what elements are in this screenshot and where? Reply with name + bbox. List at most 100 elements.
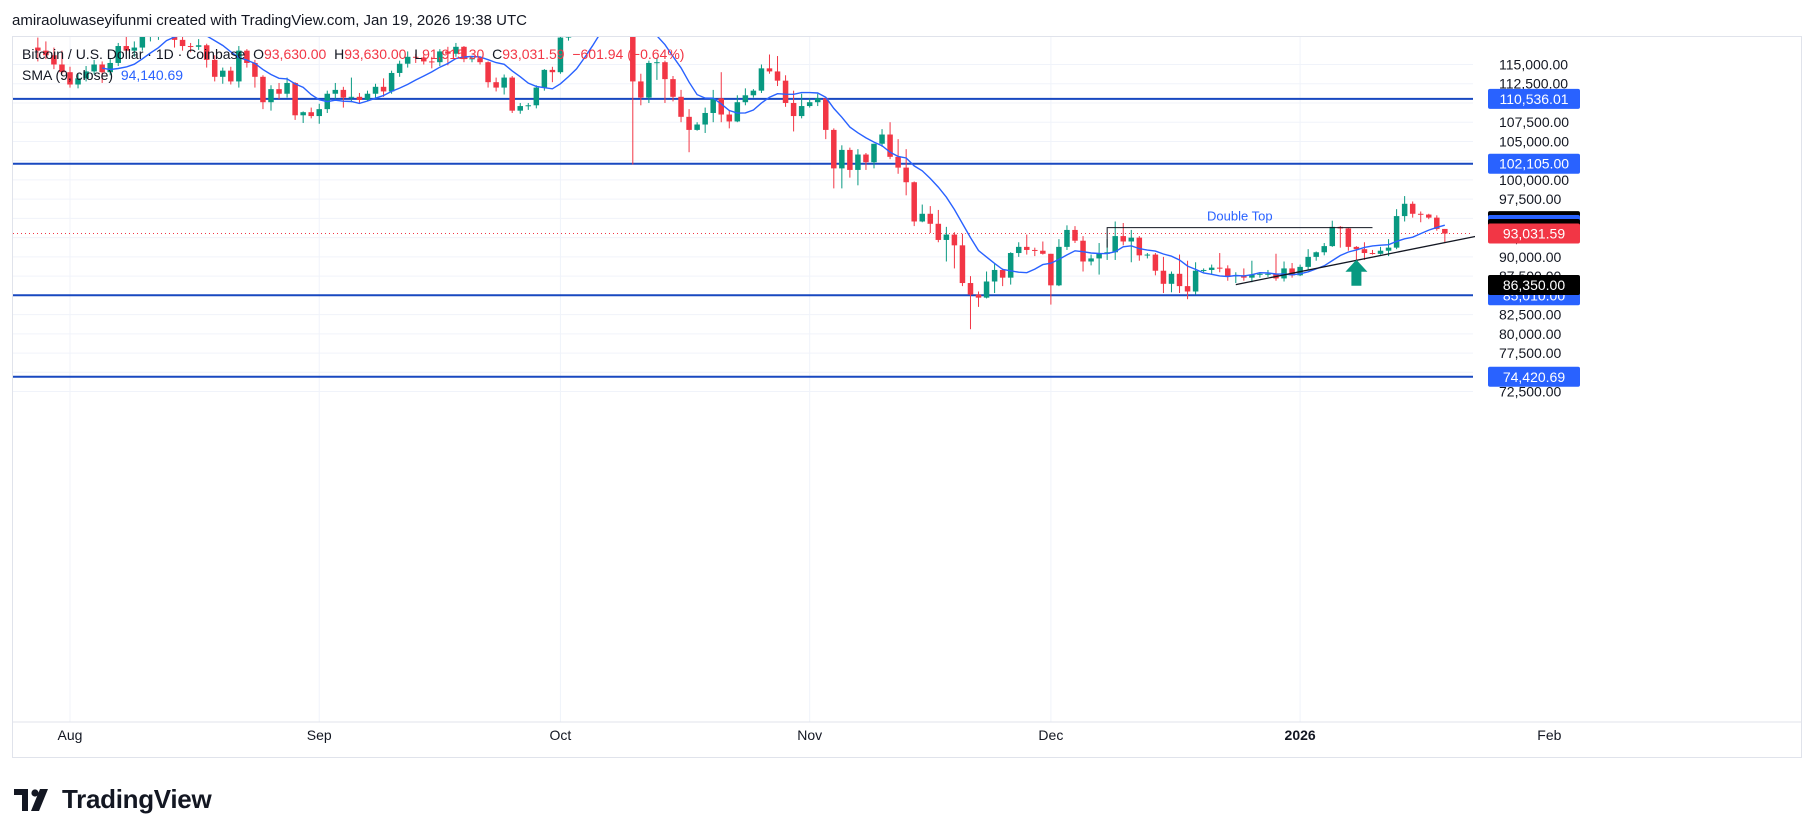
level-price-tag: 110,536.01 <box>1499 91 1568 107</box>
candle-body <box>421 57 427 62</box>
candle-body <box>195 45 202 47</box>
candle-body <box>975 294 982 298</box>
price-axis: 72,500.0075,000.0077,500.0080,000.0082,5… <box>1475 37 1801 722</box>
candle-body <box>758 68 765 91</box>
candle-body <box>983 281 990 298</box>
candle-body <box>694 124 700 130</box>
candle-body <box>260 76 266 103</box>
candle-body <box>1088 258 1094 262</box>
candle-body <box>1096 253 1102 259</box>
candle-body <box>308 112 314 117</box>
candle-body <box>1168 273 1175 284</box>
candle-body <box>1200 269 1207 271</box>
annotations: Double Top <box>1106 145 1537 286</box>
candle-body <box>59 64 65 73</box>
candle-body <box>51 55 57 65</box>
price-tick-label: 97,500.00 <box>1499 191 1561 207</box>
level-price-tag: 102,105.00 <box>1499 156 1569 172</box>
time-axis: Aug Sep Oct Nov Dec 2026 Feb <box>13 721 1801 743</box>
level-price-tag-bg <box>1488 366 1580 387</box>
candle-body <box>1120 236 1126 242</box>
candle-body <box>316 109 322 117</box>
candle-body <box>501 77 507 88</box>
candle-body <box>565 37 572 38</box>
candle-body <box>187 46 194 48</box>
candle-body <box>1409 203 1416 214</box>
candle-body <box>871 143 877 163</box>
candle-body <box>372 86 379 94</box>
legend-sma-value: 94,140.69 <box>120 67 184 83</box>
candle-body <box>1442 228 1448 234</box>
candle-body <box>1434 217 1440 229</box>
time-tick-label: Sep <box>307 727 332 743</box>
chart-frame[interactable]: Double Top 72,500.0075,000.0077,500.0080… <box>12 36 1802 758</box>
candle-body <box>831 129 837 169</box>
candle-body <box>1249 274 1255 278</box>
candle-body <box>485 62 491 83</box>
candle-body <box>437 51 443 63</box>
candle-body <box>1064 229 1070 247</box>
candle-body <box>750 90 757 96</box>
candle-body <box>115 46 121 63</box>
price-tick-label: 105,000.00 <box>1499 133 1569 149</box>
candle-body <box>766 68 773 72</box>
candle-body <box>131 47 138 51</box>
candle-body <box>702 112 708 125</box>
price-tick-label: 115,000.00 <box>1499 57 1568 73</box>
candle-body <box>396 63 403 73</box>
legend-high-key: H <box>334 46 345 62</box>
candle-body <box>35 47 41 51</box>
candle-body <box>139 37 146 48</box>
candle-body <box>927 213 934 224</box>
candle-body <box>1265 273 1271 275</box>
candle-body <box>252 62 258 77</box>
candle-body <box>453 46 459 54</box>
candle-body <box>203 45 210 60</box>
candle-body <box>1152 254 1159 271</box>
legend-sma-label[interactable]: SMA (9, close) <box>22 67 114 83</box>
candle-body <box>364 93 371 100</box>
legend-change: −601.94 (−0.64%) <box>572 46 685 62</box>
level-price-tag: 74,420.69 <box>1503 369 1565 385</box>
candlesticks <box>35 37 1448 330</box>
candle-body <box>823 98 829 130</box>
candle-body <box>276 89 282 94</box>
candle-body <box>1401 203 1408 217</box>
candle-body <box>123 46 130 51</box>
candle-body <box>1160 270 1167 284</box>
candle-body <box>1024 246 1030 250</box>
candle-body <box>1305 256 1311 267</box>
legend-low-key: L <box>414 46 423 62</box>
double-top-label: Double Top <box>1207 209 1273 224</box>
candle-body <box>445 51 451 54</box>
candle-body <box>284 82 290 94</box>
candle-body <box>863 154 869 163</box>
candle-body <box>1369 253 1376 255</box>
candle-body <box>951 234 958 246</box>
candle-body <box>67 72 73 85</box>
candle-body <box>710 98 716 113</box>
sma-line <box>102 37 1445 278</box>
legend-low: 91,915.30 <box>422 46 485 62</box>
candle-body <box>967 283 974 295</box>
tradingview-logo[interactable]: TradingView <box>14 784 212 815</box>
candle-body <box>1385 247 1392 251</box>
candle-body <box>839 149 845 169</box>
candle-body <box>517 106 523 111</box>
tradingview-logo-icon <box>14 788 48 811</box>
candle-body <box>533 87 540 106</box>
candle-body <box>43 50 49 56</box>
candle-body <box>790 102 797 117</box>
double-top-bracket <box>1106 227 1373 248</box>
candle-body <box>292 82 298 116</box>
candle-body <box>244 50 250 63</box>
candle-body <box>340 89 347 98</box>
price-tick-label: 82,500.00 <box>1499 307 1561 323</box>
candle-body <box>388 72 395 92</box>
price-chart[interactable]: Double Top 72,500.0075,000.0077,500.0080… <box>13 37 1801 757</box>
candle-body <box>509 77 515 111</box>
legend-symbol[interactable]: Bitcoin / U.S. Dollar · 1D · Coinbase <box>22 46 246 62</box>
candle-body <box>855 154 861 170</box>
candle-body <box>814 98 821 103</box>
tradingview-logo-text: TradingView <box>62 784 212 814</box>
